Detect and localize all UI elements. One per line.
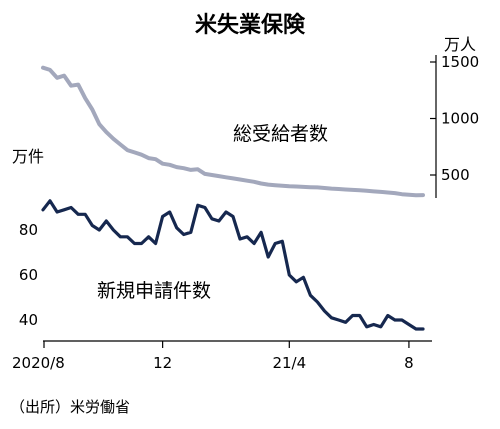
recipients-unit-label: 万人: [444, 35, 476, 54]
x-tick-label: 12: [153, 354, 172, 372]
claims-series-label: 新規申請件数: [97, 280, 211, 302]
chart-title: 米失業保険: [195, 13, 306, 38]
claims-axis-ticks: 40 60 80: [19, 221, 38, 329]
claims-series-line: [41, 199, 425, 331]
x-axis-ticks: 2020/8 12 21/4 8: [12, 341, 414, 372]
claims-tick-label: 60: [19, 266, 38, 284]
x-tick-label: 2020/8: [12, 354, 65, 372]
source-note: （出所）米労働省: [10, 398, 130, 416]
recipients-series-label: 総受給者数: [233, 123, 328, 145]
recipients-tick-label: 1500: [441, 53, 479, 71]
x-tick-label: 21/4: [272, 354, 306, 372]
claims-tick-label: 40: [19, 311, 38, 329]
claims-unit-label: 万件: [12, 147, 44, 166]
recipients-tick-label: 500: [441, 166, 470, 184]
claims-tick-label: 80: [19, 221, 38, 239]
x-tick-label: 8: [404, 354, 414, 372]
recipients-axis-ticks: 500 1000 1500: [430, 53, 479, 184]
recipients-tick-label: 1000: [441, 110, 479, 128]
recipients-series-line: [41, 65, 425, 198]
